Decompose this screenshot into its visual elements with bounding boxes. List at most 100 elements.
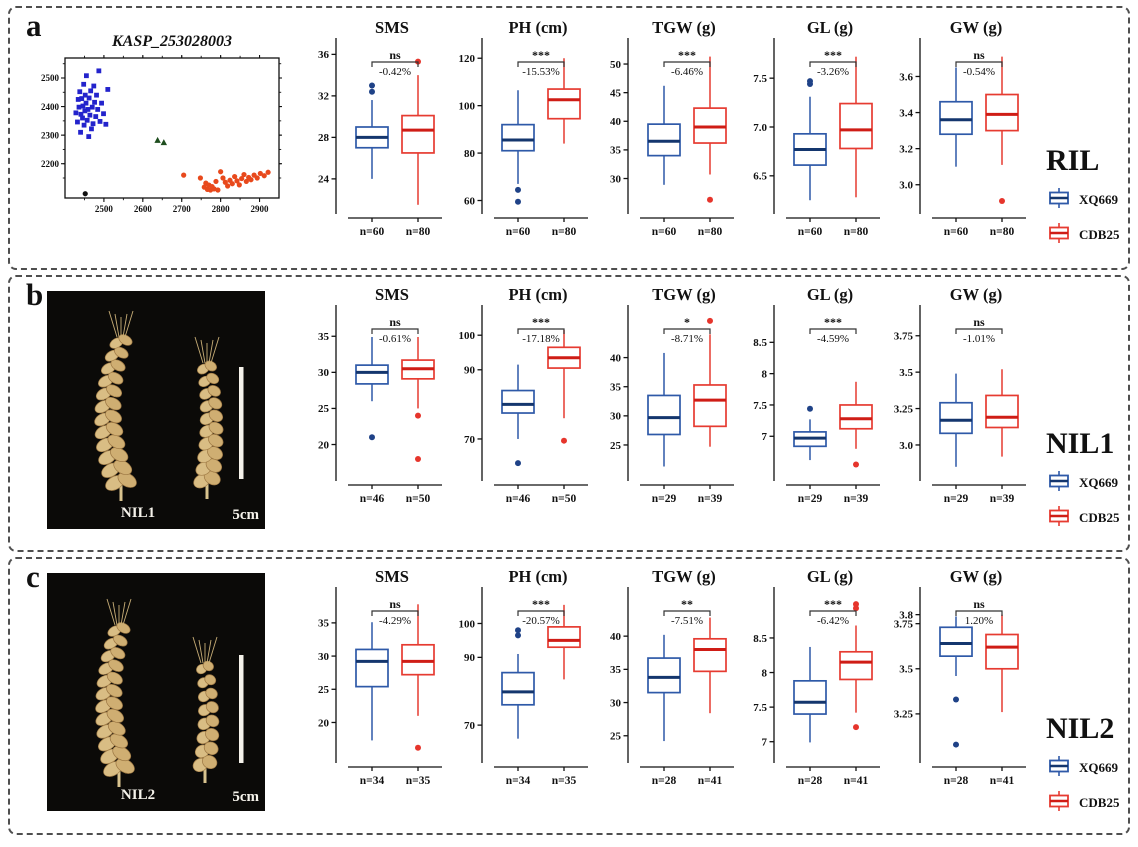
legend-nil1-title: NIL1 [1046, 427, 1115, 460]
boxplot-nil2-gw: 3.25 3.5 3.75 3.8 ns 1.20% n=28 n=41 GW (g) [886, 567, 1032, 798]
svg-text:100: 100 [459, 618, 476, 630]
svg-text:32: 32 [318, 91, 330, 103]
boxplot-nil1-gl: 7 7.5 8 8.5 *** -4.59% n=29 n=39 GL (g) [740, 285, 886, 516]
svg-text:30: 30 [610, 697, 622, 709]
boxplot-glyph-blue-icon [1046, 755, 1072, 781]
svg-text:***: *** [824, 315, 842, 329]
svg-text:n=41: n=41 [844, 775, 869, 787]
svg-text:-20.57%: -20.57% [522, 615, 560, 627]
svg-text:35: 35 [318, 331, 330, 343]
svg-text:ns: ns [973, 597, 985, 611]
boxplot-glyph-red-icon [1046, 790, 1072, 816]
svg-text:-8.71%: -8.71% [671, 333, 703, 345]
panel-b-left: NIL1 5cm [10, 277, 302, 529]
wheat-spikes-image [47, 291, 265, 529]
svg-text:7: 7 [762, 737, 768, 749]
boxplot-nil1-ph: 70 90 100 *** -17.18% n=46 n=50 PH (cm) [448, 285, 594, 516]
panel-c-letter: c [26, 559, 40, 594]
boxplot-nil1-sms: 20 25 30 35 ns -0.61% n=46 n=50 SMS [302, 285, 448, 516]
svg-text:2500: 2500 [95, 204, 114, 214]
legend-label-xq669: XQ669 [1079, 475, 1118, 490]
svg-text:3.75: 3.75 [894, 331, 914, 343]
svg-text:36: 36 [318, 49, 330, 61]
svg-text:35: 35 [610, 664, 622, 676]
svg-text:***: *** [532, 597, 550, 611]
svg-text:40: 40 [610, 631, 622, 643]
svg-text:n=80: n=80 [698, 226, 723, 238]
svg-text:PH (cm): PH (cm) [508, 285, 567, 304]
boxplot-nil2-tgw: 25 30 35 40 ** -7.51% n=28 n=41 TGW (g) [594, 567, 740, 798]
wheat-spike-photo-nil1: NIL1 5cm [47, 291, 265, 529]
svg-text:35: 35 [610, 145, 622, 157]
svg-text:40: 40 [610, 116, 622, 128]
legend-item-cdb25: CDB25 [1046, 790, 1119, 816]
legend-label-cdb25: CDB25 [1079, 510, 1120, 525]
svg-text:20: 20 [318, 439, 330, 451]
svg-text:n=50: n=50 [552, 493, 577, 505]
svg-text:n=46: n=46 [360, 493, 385, 505]
svg-text:25: 25 [610, 440, 622, 452]
svg-text:2700: 2700 [173, 204, 192, 214]
svg-text:n=41: n=41 [990, 775, 1015, 787]
svg-text:n=60: n=60 [798, 226, 823, 238]
legend-label-xq669: XQ669 [1079, 760, 1118, 775]
svg-text:3.25: 3.25 [894, 709, 914, 721]
svg-text:n=35: n=35 [406, 775, 431, 787]
boxplot-ril-gw: 3.0 3.2 3.4 3.6 ns -0.54% n=60 n=80 GW (g) [886, 18, 1032, 249]
svg-text:ns: ns [973, 315, 985, 329]
svg-text:n=39: n=39 [844, 493, 869, 505]
svg-text:50: 50 [610, 59, 622, 71]
svg-text:90: 90 [464, 365, 476, 377]
svg-text:PH (cm): PH (cm) [508, 567, 567, 586]
boxplot-glyph-blue-icon [1046, 187, 1072, 213]
svg-text:7: 7 [762, 431, 768, 443]
svg-text:SMS: SMS [375, 18, 409, 37]
legend-item-xq669: XQ669 [1046, 470, 1119, 496]
svg-text:GL (g): GL (g) [807, 285, 853, 304]
svg-text:2200: 2200 [41, 159, 60, 169]
svg-text:3.5: 3.5 [899, 367, 913, 379]
svg-text:SMS: SMS [375, 567, 409, 586]
svg-text:2400: 2400 [41, 102, 60, 112]
svg-text:n=34: n=34 [360, 775, 385, 787]
svg-text:-1.01%: -1.01% [963, 333, 995, 345]
svg-text:2900: 2900 [251, 204, 270, 214]
svg-text:-0.42%: -0.42% [379, 66, 411, 78]
svg-text:6.5: 6.5 [753, 171, 767, 183]
boxplot-ril-gl: 6.5 7.0 7.5 *** -3.26% n=60 n=80 GL (g) [740, 18, 886, 249]
panel-b: b NIL1 5cm 20 25 30 35 ns -0.61% n=46 n=50 SMS 7… [8, 275, 1130, 552]
svg-text:2500: 2500 [41, 73, 60, 83]
legend-nil2-title: NIL2 [1046, 712, 1115, 745]
panel-c-left: NIL2 5cm [10, 559, 302, 811]
svg-text:n=60: n=60 [944, 226, 969, 238]
svg-text:30: 30 [610, 411, 622, 423]
svg-text:3.6: 3.6 [899, 71, 913, 83]
svg-text:3.2: 3.2 [899, 143, 913, 155]
legend-label-xq669: XQ669 [1079, 192, 1118, 207]
svg-text:ns: ns [389, 597, 401, 611]
svg-text:35: 35 [610, 382, 622, 394]
svg-text:8.5: 8.5 [753, 633, 767, 645]
panel-a-left: 2500 2600 2700 2800 2900 2200 2300 2400 2500 KASP… [10, 8, 302, 233]
photo-label-nil1: NIL1 [120, 505, 156, 521]
svg-text:-3.26%: -3.26% [817, 66, 849, 78]
svg-text:45: 45 [610, 87, 622, 99]
svg-text:3.25: 3.25 [894, 403, 914, 415]
photo-label-nil2: NIL2 [120, 787, 156, 803]
boxplot-glyph-red-icon [1046, 222, 1072, 248]
svg-text:24: 24 [318, 174, 330, 186]
svg-text:TGW (g): TGW (g) [652, 567, 715, 586]
svg-text:n=28: n=28 [944, 775, 969, 787]
boxplot-ril-tgw: 30 35 40 45 50 *** -6.46% n=60 n=80 TGW (g) [594, 18, 740, 249]
svg-text:100: 100 [459, 100, 476, 112]
svg-text:n=39: n=39 [698, 493, 723, 505]
boxplot-nil1-tgw: 25 30 35 40 * -8.71% n=29 n=39 TGW (g) [594, 285, 740, 516]
svg-text:25: 25 [318, 403, 330, 415]
svg-text:***: *** [532, 315, 550, 329]
legend-item-cdb25: CDB25 [1046, 505, 1119, 531]
svg-text:30: 30 [610, 173, 622, 185]
svg-text:70: 70 [464, 434, 476, 446]
svg-text:2300: 2300 [41, 130, 60, 140]
svg-text:n=28: n=28 [798, 775, 823, 787]
boxplot-glyph-red-icon [1046, 505, 1072, 531]
